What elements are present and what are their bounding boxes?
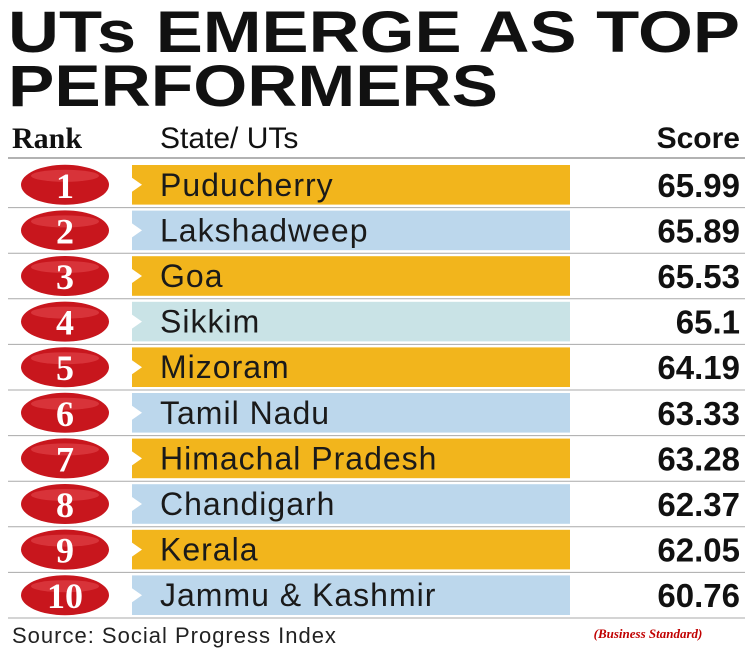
rank-badge-shine: [31, 489, 99, 501]
rank-badge-shine: [31, 215, 99, 228]
row-band: [132, 165, 570, 205]
score: 65.99: [657, 167, 740, 204]
source: Source: Social Progress Index: [12, 623, 337, 648]
state-name: Sikkim: [160, 304, 260, 340]
rank-number: 8: [56, 485, 74, 525]
column-header: Score: [657, 122, 740, 155]
rank-number: 3: [56, 257, 74, 297]
row-pointer: [132, 497, 142, 511]
score: 64.19: [657, 349, 740, 386]
title-line: PERFORMERS: [8, 54, 498, 119]
row-pointer: [132, 451, 142, 466]
score: 62.37: [657, 486, 740, 523]
row-pointer: [132, 223, 142, 238]
row-pointer: [132, 360, 142, 375]
column-header: Rank: [12, 122, 82, 155]
state-name: Mizoram: [160, 349, 290, 385]
credit: (Business Standard): [594, 626, 703, 641]
score: 65.89: [657, 212, 740, 249]
score: 60.76: [657, 577, 740, 614]
score: 65.1: [676, 304, 740, 341]
rank-number: 4: [56, 303, 74, 343]
rank-badge-shine: [31, 534, 99, 547]
rank-number: 6: [56, 394, 74, 434]
rank-badge-shine: [31, 306, 99, 319]
rank-badge-shine: [31, 397, 99, 410]
rank-badge-shine: [31, 261, 99, 273]
score: 63.33: [657, 395, 740, 432]
column-header: State/ UTs: [160, 122, 298, 155]
row-band: [132, 210, 570, 251]
row-band: [132, 438, 570, 479]
state-name: Kerala: [160, 532, 259, 568]
rank-number: 1: [56, 166, 74, 206]
state-name: Tamil Nadu: [160, 395, 330, 431]
score: 65.53: [657, 258, 740, 295]
state-name: Himachal Pradesh: [160, 440, 437, 476]
row-band: [132, 393, 570, 433]
state-name: Puducherry: [160, 167, 334, 203]
rank-number: 2: [56, 211, 74, 251]
row-band: [132, 301, 570, 342]
state-name: Jammu & Kashmir: [160, 577, 436, 613]
row-pointer: [132, 542, 142, 557]
row-band: [132, 347, 570, 387]
row-pointer: [132, 314, 142, 329]
state-name: Lakshadweep: [160, 212, 368, 248]
title-line: UTs EMERGE AS TOP: [8, 0, 740, 65]
rank-number: 7: [56, 439, 74, 479]
rank-number: 5: [56, 348, 74, 388]
rank-badge-shine: [31, 169, 99, 182]
rank-badge-shine: [31, 580, 99, 593]
rank-badge-shine: [31, 352, 99, 365]
row-pointer: [132, 269, 142, 283]
rank-badge-shine: [31, 443, 99, 456]
state-name: Goa: [160, 258, 223, 294]
row-band: [132, 575, 570, 615]
score: 63.28: [657, 440, 740, 477]
score: 62.05: [657, 532, 740, 569]
row-pointer: [132, 177, 142, 192]
row-band: [132, 484, 570, 524]
state-name: Chandigarh: [160, 486, 335, 522]
row-band: [132, 529, 570, 570]
row-pointer: [132, 588, 142, 603]
row-pointer: [132, 405, 142, 420]
row-band: [132, 256, 570, 296]
rank-number: 9: [56, 531, 74, 571]
rank-number: 10: [47, 576, 83, 616]
